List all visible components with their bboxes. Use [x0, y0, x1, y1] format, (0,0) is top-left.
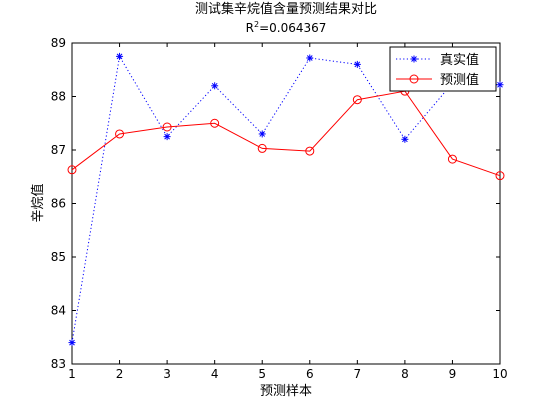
data-point	[447, 154, 457, 164]
data-point	[68, 339, 76, 347]
legend-box	[389, 46, 497, 92]
data-point	[163, 133, 171, 141]
legend-item: 真实值	[396, 52, 479, 68]
marker-stroke	[69, 339, 75, 346]
data-point	[210, 118, 220, 128]
x-axis-label: 预测样本	[260, 384, 312, 399]
legend-label: 真实值	[440, 52, 479, 68]
x-tick-label: 1	[68, 367, 76, 381]
marker-stroke	[211, 82, 218, 89]
data-point	[401, 135, 409, 143]
legend-marker	[409, 74, 419, 84]
y-tick-label: 85	[51, 250, 66, 264]
data-point	[257, 143, 267, 153]
legend-label: 预测值	[440, 72, 479, 88]
subtitle-base: R	[246, 21, 254, 35]
marker-stroke	[402, 136, 408, 143]
series-line	[71, 90, 501, 177]
marker-stroke	[116, 53, 123, 60]
x-tick-label: 6	[306, 367, 314, 381]
data-point	[115, 129, 125, 139]
x-tick-label: 3	[163, 367, 171, 381]
data-point	[496, 81, 504, 89]
subtitle-value: =0.064367	[259, 21, 326, 35]
data-point	[352, 95, 362, 105]
x-tick-label: 9	[449, 367, 457, 381]
chart-subtitle: R2=0.064367	[246, 20, 327, 35]
marker-stroke	[164, 133, 170, 140]
x-tick-label: 8	[401, 367, 409, 381]
marker-stroke	[497, 81, 503, 88]
y-tick-label: 88	[51, 90, 66, 104]
series-line	[71, 54, 501, 343]
legend-item: 预测值	[396, 72, 479, 88]
series-2	[67, 86, 505, 181]
y-axis-label: 辛烷值	[30, 183, 46, 222]
legend-marker	[410, 55, 418, 63]
y-tick-label: 86	[51, 197, 66, 211]
subtitle-superscript: 2	[254, 20, 259, 29]
data-point	[305, 146, 315, 156]
data-point	[211, 82, 219, 90]
x-tick-label: 10	[492, 367, 507, 381]
chart-title: 测试集辛烷值含量预测结果对比	[195, 1, 377, 17]
data-point	[258, 130, 266, 138]
data-point	[353, 60, 361, 68]
series-layer	[67, 52, 505, 347]
marker-stroke	[306, 55, 313, 61]
plot-area	[71, 42, 501, 365]
data-point	[162, 122, 172, 132]
data-point	[306, 54, 314, 62]
data-point	[67, 165, 77, 175]
marker-stroke	[411, 56, 417, 62]
y-tick-label: 89	[51, 36, 66, 50]
y-tick-label: 83	[51, 357, 66, 371]
data-point	[116, 52, 124, 60]
data-point	[495, 171, 505, 181]
x-tick-label: 2	[116, 367, 124, 381]
x-tick-label: 4	[211, 367, 219, 381]
y-tick-label: 84	[51, 304, 66, 318]
x-tick-label: 7	[354, 367, 362, 381]
y-tick-label: 87	[51, 143, 66, 157]
marker-stroke	[354, 61, 361, 68]
x-tick-label: 5	[258, 367, 266, 381]
marker-stroke	[259, 131, 266, 137]
